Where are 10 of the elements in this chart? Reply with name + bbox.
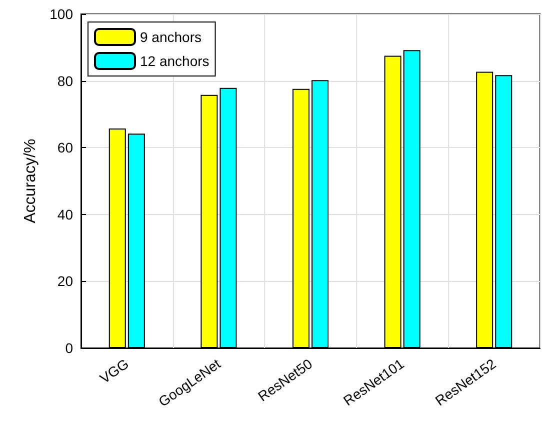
y-tick-label: 20	[57, 273, 74, 290]
y-tick-label: 100	[50, 6, 74, 22]
y-tick-label: 60	[57, 140, 74, 156]
y-tick-label: 40	[57, 206, 74, 222]
y-axis-title: Accuracy/%	[22, 138, 40, 224]
x-tick-label: VGG	[96, 355, 132, 386]
y-tick-label: 0	[65, 340, 74, 356]
legend-label: 9 anchors	[140, 29, 202, 45]
legend-label: 12 anchors	[140, 53, 210, 69]
y-tick-label: 80	[57, 72, 74, 89]
